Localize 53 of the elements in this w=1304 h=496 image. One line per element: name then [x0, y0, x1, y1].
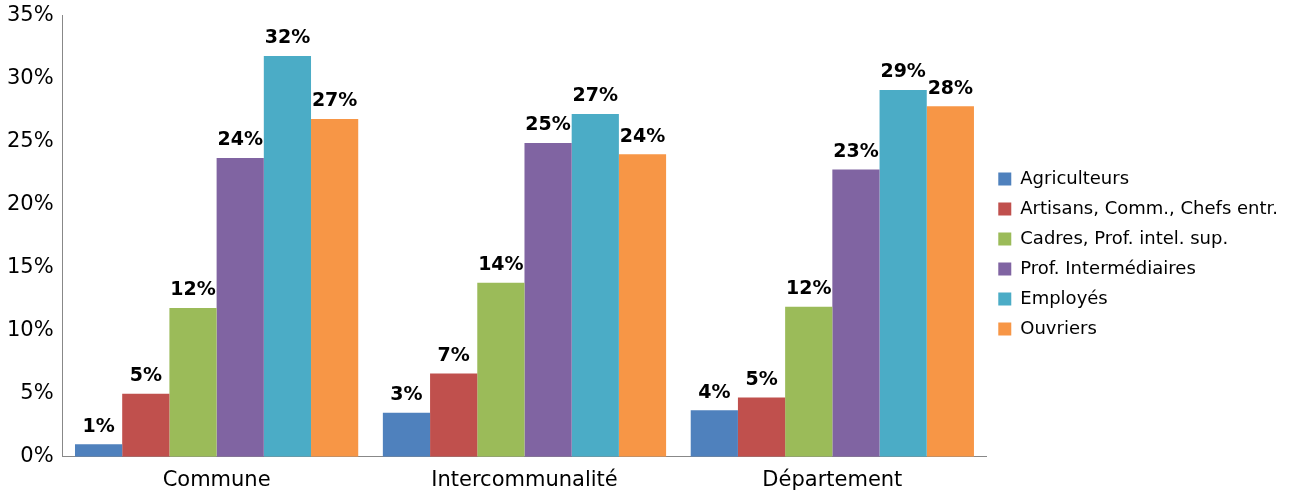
bar [216, 158, 264, 457]
bar [737, 397, 786, 457]
bar [785, 306, 833, 457]
data-label: 28% [927, 75, 974, 98]
data-label: 27% [572, 83, 619, 106]
y-tick-label: 30% [6, 65, 54, 90]
data-label: 24% [217, 127, 263, 150]
data-label: 5% [745, 366, 778, 389]
legend-label: Agriculteurs [1020, 166, 1130, 188]
y-tick-label: 5% [20, 380, 54, 405]
y-tick-label: 35% [6, 2, 54, 27]
y-tick-label: 15% [6, 254, 54, 279]
data-label: 4% [698, 379, 731, 402]
bar [879, 89, 927, 457]
y-tick-label: 0% [20, 443, 54, 468]
bar [477, 282, 525, 457]
data-label: 12% [170, 277, 216, 300]
bar [690, 410, 738, 457]
legend-label: Prof. Intermédiaires [1020, 256, 1196, 278]
legend-label: Cadres, Prof. intel. sup. [1020, 226, 1229, 248]
bar [926, 106, 974, 457]
data-label: 1% [82, 413, 115, 436]
data-label: 29% [880, 59, 926, 82]
bar [430, 373, 478, 457]
y-tick-label: 20% [6, 191, 54, 216]
data-label: 12% [786, 276, 832, 299]
bar [618, 154, 667, 457]
bar [74, 444, 123, 457]
bar [263, 55, 312, 457]
y-tick-label: 25% [6, 128, 54, 153]
data-label: 14% [478, 252, 524, 275]
data-label: 7% [437, 343, 470, 366]
data-label: 27% [311, 88, 358, 111]
legend-label: Artisans, Comm., Chefs entr. [1020, 196, 1279, 218]
x-tick-label: Intercommunalité [431, 466, 618, 491]
x-tick-label: Département [762, 466, 903, 491]
bar [169, 308, 217, 457]
x-tick-label: Commune [162, 466, 271, 491]
data-label: 5% [129, 363, 162, 386]
legend-label: Ouvriers [1020, 316, 1097, 338]
bar [382, 412, 431, 457]
data-label: 32% [264, 25, 311, 48]
data-label: 24% [619, 123, 666, 146]
bar [311, 118, 359, 457]
data-label: 23% [833, 138, 879, 161]
bar [524, 142, 572, 457]
bar [571, 113, 619, 457]
data-label: 25% [525, 112, 571, 135]
legend-label: Employés [1020, 286, 1108, 308]
y-tick-label: 10% [6, 317, 54, 342]
bar [122, 393, 170, 457]
bar [832, 169, 880, 457]
data-label: 3% [390, 382, 423, 405]
